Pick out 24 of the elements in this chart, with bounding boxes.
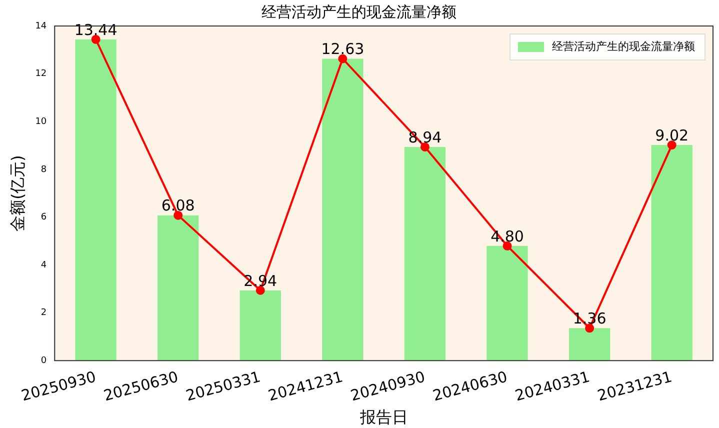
y-tick-label: 6 — [40, 212, 47, 223]
x-axis-title: 报告日 — [358, 408, 408, 427]
y-tick-label: 12 — [35, 69, 47, 80]
data-label: 9.02 — [655, 126, 689, 144]
y-tick-label: 10 — [35, 116, 47, 127]
y-tick-label: 0 — [40, 356, 47, 366]
y-tick-label: 2 — [40, 308, 47, 318]
point — [667, 140, 676, 150]
chart-title: 经营活动产生的现金流量净额 — [262, 2, 456, 21]
bar — [651, 145, 692, 361]
legend-label: 经营活动产生的现金流量净额 — [552, 40, 695, 53]
bar — [322, 58, 364, 361]
y-tick-label: 14 — [35, 21, 47, 32]
y-tick-label: 4 — [40, 260, 47, 270]
bar — [404, 146, 446, 361]
data-label: 12.63 — [321, 40, 364, 58]
y-tick-label: 8 — [40, 164, 47, 175]
bar — [486, 246, 528, 361]
y-axis-title: 金额(亿元) — [8, 155, 27, 232]
bar — [158, 215, 199, 361]
bar — [240, 290, 281, 361]
point — [338, 54, 348, 64]
bar — [75, 39, 116, 361]
bar — [568, 328, 610, 361]
